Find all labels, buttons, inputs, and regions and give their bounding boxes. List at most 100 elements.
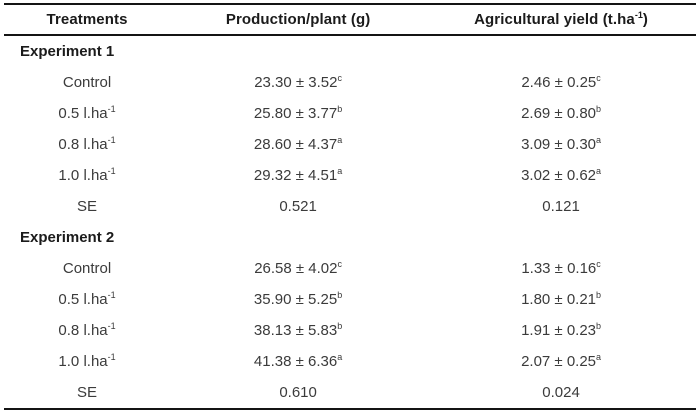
production-cell: 0.521 — [170, 191, 426, 222]
table-row: SE 0.610 0.024 — [4, 377, 696, 409]
results-table-container: Treatments Production/plant (g) Agricult… — [4, 3, 696, 410]
production-value: 23.30 ± 3.52 — [254, 74, 338, 91]
treatment-cell: 0.8 l.ha-1 — [4, 315, 170, 346]
production-cell: 29.32 ± 4.51a — [170, 160, 426, 191]
significance-superscript: a — [337, 135, 343, 145]
treatment-label: Control — [62, 260, 112, 277]
yield-value: 3.02 ± 0.62 — [521, 167, 597, 184]
production-cell: 23.30 ± 3.52c — [170, 67, 426, 98]
yield-cell: 2.07 ± 0.25a — [426, 346, 696, 377]
col-header-production: Production/plant (g) — [225, 11, 371, 28]
significance-superscript: b — [337, 321, 343, 331]
significance-superscript: c — [596, 73, 601, 83]
production-value: 26.58 ± 4.02 — [254, 260, 338, 277]
col-header-yield-close-paren: ) — [642, 11, 648, 28]
section-title: Experiment 2 — [20, 229, 115, 246]
table-row: 1.0 l.ha-1 29.32 ± 4.51a 3.02 ± 0.62a — [4, 160, 696, 191]
treatment-cell: 0.5 l.ha-1 — [4, 284, 170, 315]
exponent-superscript: -1 — [107, 135, 116, 145]
col-header-yield-text: Agricultural yield (t.ha — [474, 11, 635, 28]
yield-cell: 1.91 ± 0.23b — [426, 315, 696, 346]
significance-superscript: c — [337, 259, 343, 269]
yield-value: 1.80 ± 0.21 — [521, 291, 597, 308]
se-label: SE — [77, 384, 98, 401]
treatment-cell: 0.8 l.ha-1 — [4, 129, 170, 160]
treatment-cell: Control — [4, 67, 170, 98]
table-row: 0.8 l.ha-1 28.60 ± 4.37a 3.09 ± 0.30a — [4, 129, 696, 160]
treatment-cell: SE — [4, 191, 170, 222]
significance-superscript: a — [596, 166, 602, 176]
treatment-label: 1.0 l.ha — [58, 167, 108, 184]
col-header-yield: Agricultural yield (t.ha-1) — [426, 4, 696, 35]
production-value: 35.90 ± 5.25 — [253, 291, 338, 308]
treatment-label: 0.5 l.ha — [58, 105, 108, 122]
se-yield-value: 0.024 — [542, 384, 580, 401]
section-header-row: Experiment 2 — [4, 222, 696, 253]
treatment-label: 0.5 l.ha — [58, 291, 108, 308]
se-production-value: 0.521 — [279, 198, 317, 215]
yield-value: 2.69 ± 0.80 — [521, 105, 597, 122]
yield-cell: 3.02 ± 0.62a — [426, 160, 696, 191]
se-production-value: 0.610 — [279, 384, 317, 401]
treatment-label: 0.8 l.ha — [58, 322, 108, 339]
treatment-label: 1.0 l.ha — [58, 353, 108, 370]
treatment-cell: 0.5 l.ha-1 — [4, 98, 170, 129]
yield-cell: 1.33 ± 0.16c — [426, 253, 696, 284]
col-header-treatments: Treatments — [46, 11, 128, 28]
yield-value: 1.91 ± 0.23 — [521, 322, 597, 339]
production-value: 29.32 ± 4.51 — [253, 167, 338, 184]
exponent-superscript: -1 — [107, 166, 116, 176]
significance-superscript: a — [596, 352, 602, 362]
exponent-superscript: -1 — [107, 352, 116, 362]
se-label: SE — [77, 198, 98, 215]
production-cell: 25.80 ± 3.77b — [170, 98, 426, 129]
results-table: Treatments Production/plant (g) Agricult… — [4, 3, 696, 410]
table-row: Control 26.58 ± 4.02c 1.33 ± 0.16c — [4, 253, 696, 284]
production-cell: 35.90 ± 5.25b — [170, 284, 426, 315]
production-cell: 41.38 ± 6.36a — [170, 346, 426, 377]
treatment-cell: Control — [4, 253, 170, 284]
table-row: SE 0.521 0.121 — [4, 191, 696, 222]
production-value: 41.38 ± 6.36 — [253, 353, 338, 370]
significance-superscript: a — [337, 166, 343, 176]
significance-superscript: c — [337, 73, 343, 83]
table-row: 0.5 l.ha-1 25.80 ± 3.77b 2.69 ± 0.80b — [4, 98, 696, 129]
production-cell: 26.58 ± 4.02c — [170, 253, 426, 284]
table-row: Control 23.30 ± 3.52c 2.46 ± 0.25c — [4, 67, 696, 98]
yield-value: 3.09 ± 0.30 — [521, 136, 597, 153]
production-value: 38.13 ± 5.83 — [253, 322, 338, 339]
significance-superscript: b — [337, 104, 343, 114]
production-cell: 38.13 ± 5.83b — [170, 315, 426, 346]
significance-superscript: a — [337, 352, 343, 362]
treatment-label: Control — [62, 74, 112, 91]
significance-superscript: a — [596, 135, 602, 145]
yield-cell: 1.80 ± 0.21b — [426, 284, 696, 315]
significance-superscript: b — [596, 321, 602, 331]
yield-cell: 0.121 — [426, 191, 696, 222]
production-value: 25.80 ± 3.77 — [253, 105, 338, 122]
exponent-superscript: -1 — [634, 10, 643, 20]
exponent-superscript: -1 — [107, 290, 116, 300]
header-row: Treatments Production/plant (g) Agricult… — [4, 4, 696, 35]
yield-value: 2.46 ± 0.25 — [521, 74, 597, 91]
significance-superscript: c — [596, 259, 601, 269]
yield-cell: 2.69 ± 0.80b — [426, 98, 696, 129]
table-row: 0.8 l.ha-1 38.13 ± 5.83b 1.91 ± 0.23b — [4, 315, 696, 346]
significance-superscript: b — [596, 104, 602, 114]
se-yield-value: 0.121 — [542, 198, 580, 215]
yield-cell: 3.09 ± 0.30a — [426, 129, 696, 160]
treatment-label: 0.8 l.ha — [58, 136, 108, 153]
treatment-cell: SE — [4, 377, 170, 409]
exponent-superscript: -1 — [107, 104, 116, 114]
yield-cell: 0.024 — [426, 377, 696, 409]
yield-value: 2.07 ± 0.25 — [521, 353, 597, 370]
significance-superscript: b — [337, 290, 343, 300]
section-title: Experiment 1 — [20, 43, 115, 60]
table-row: 1.0 l.ha-1 41.38 ± 6.36a 2.07 ± 0.25a — [4, 346, 696, 377]
treatment-cell: 1.0 l.ha-1 — [4, 160, 170, 191]
yield-value: 1.33 ± 0.16 — [521, 260, 597, 277]
production-cell: 0.610 — [170, 377, 426, 409]
table-row: 0.5 l.ha-1 35.90 ± 5.25b 1.80 ± 0.21b — [4, 284, 696, 315]
treatment-cell: 1.0 l.ha-1 — [4, 346, 170, 377]
section-header-row: Experiment 1 — [4, 35, 696, 67]
